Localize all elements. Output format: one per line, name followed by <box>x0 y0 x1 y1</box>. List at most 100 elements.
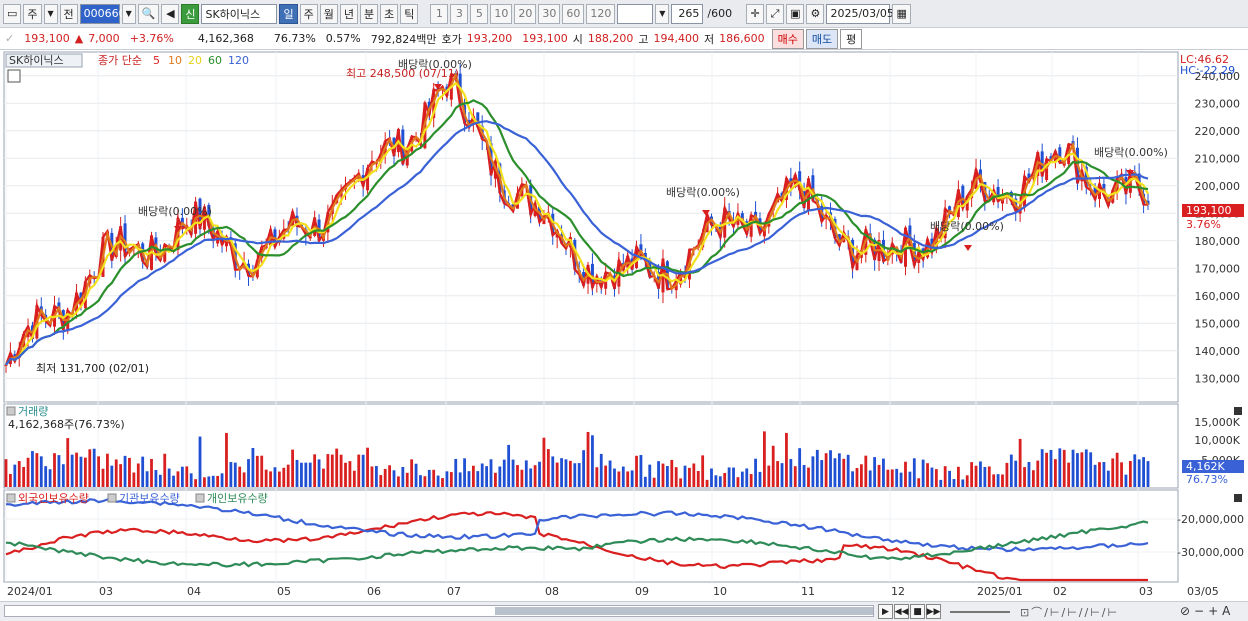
turnover: 0.57% <box>325 32 361 45</box>
trade-amount: 792,824백만 <box>370 32 437 46</box>
forward-icon[interactable]: ▶▶ <box>926 604 941 619</box>
draw-icon[interactable]: ⤢ <box>766 3 785 24</box>
volume-bar <box>1058 448 1062 487</box>
new-button[interactable]: 신 <box>181 3 200 24</box>
holdings-line-1 <box>5 498 1149 553</box>
interval-1[interactable]: 1 <box>430 3 449 24</box>
scroll-right-icon[interactable]: ▶ <box>878 604 893 619</box>
volume-bar <box>837 453 841 487</box>
volume-bar <box>657 461 660 487</box>
bid-2: 193,100 <box>522 32 568 45</box>
stop-icon[interactable]: ■ <box>910 604 925 619</box>
volume-bar <box>771 445 775 487</box>
volume-bar <box>66 438 70 487</box>
volume-bars <box>4 431 1150 487</box>
volume-bar <box>516 465 519 487</box>
interval-60[interactable]: 60 <box>562 3 585 24</box>
calendar-icon[interactable]: ▦ <box>892 3 911 24</box>
zoom-controls-icons[interactable]: ⊘−+A <box>1180 604 1235 618</box>
last-price: 193,100 <box>1186 204 1232 217</box>
volume-title: 거래량 <box>18 405 48 418</box>
price-y-tick: 160,000 <box>1195 290 1241 303</box>
interval-5[interactable]: 5 <box>470 3 489 24</box>
date-input[interactable]: 2025/03/05 <box>826 3 894 24</box>
panel-stock-name: SK하이닉스 <box>9 53 64 67</box>
period-minute[interactable]: 분 <box>359 3 379 24</box>
holdings-panel-icon[interactable] <box>6 493 16 503</box>
count-input[interactable]: 265 <box>671 3 704 24</box>
crosshair-icon[interactable]: ✛ <box>746 3 765 24</box>
volume-panel-icon[interactable] <box>6 406 16 416</box>
period-tick[interactable]: 틱 <box>400 3 419 24</box>
candle-body <box>471 116 475 125</box>
grid-toggle-icon[interactable] <box>7 69 21 83</box>
search-icon[interactable]: 🔍 <box>137 3 160 24</box>
volume-bar <box>436 475 440 487</box>
volume-bar <box>701 455 705 487</box>
interval-10[interactable]: 10 <box>490 3 513 24</box>
period-week[interactable]: 주 <box>299 3 318 24</box>
high-annotation: 최고 248,500 (07/11) <box>346 67 459 80</box>
volume-bar <box>203 477 206 487</box>
rewind-icon[interactable]: ◀◀ <box>894 604 909 619</box>
candle-body <box>798 171 802 191</box>
volume-bar <box>542 437 546 487</box>
hc-value: HC:-22.29 <box>1180 64 1235 77</box>
volume-bar <box>1049 449 1053 487</box>
volume-bar <box>489 459 493 487</box>
period-year[interactable]: 년 <box>339 3 358 24</box>
zoom-slider[interactable] <box>950 611 1010 613</box>
chevron-down-icon[interactable]: ▼ <box>43 3 58 24</box>
individual-icon <box>195 493 205 503</box>
buy-button[interactable]: 매수 <box>771 28 804 49</box>
eval-button[interactable]: 평 <box>840 28 863 49</box>
volume-close-icon[interactable] <box>1234 407 1242 415</box>
period-second[interactable]: 초 <box>380 3 399 24</box>
interval-30[interactable]: 30 <box>538 3 561 24</box>
candle-body <box>211 229 215 240</box>
window-icon[interactable]: ▭ <box>3 3 22 24</box>
interval-input[interactable] <box>617 3 654 24</box>
market-select[interactable]: 주 <box>23 3 42 24</box>
volume-bar <box>573 463 577 487</box>
volume-bar <box>39 456 43 487</box>
code-input[interactable]: 000660 <box>79 3 126 24</box>
volume-bar <box>264 469 268 487</box>
save-icon[interactable]: ▣ <box>786 3 805 24</box>
candle-body <box>595 276 599 285</box>
scrollbar-track[interactable] <box>4 605 874 617</box>
interval-20[interactable]: 20 <box>514 3 537 24</box>
holdings-close-icon[interactable] <box>1234 494 1242 502</box>
gear-icon[interactable]: ⚙ <box>806 3 825 24</box>
volume-bar <box>88 449 92 487</box>
period-day[interactable]: 일 <box>279 3 298 24</box>
volume-bar <box>1031 470 1035 487</box>
chevron-down-icon[interactable]: ▼ <box>121 3 136 24</box>
volume-bar <box>388 465 392 487</box>
volume-bar <box>776 461 780 487</box>
period-month[interactable]: 월 <box>319 3 338 24</box>
interval-120[interactable]: 120 <box>586 3 616 24</box>
volume-bar <box>97 456 100 487</box>
speaker-icon[interactable]: ◀ <box>161 3 180 24</box>
draw-tools-icons[interactable]: ⊡⌒∕⊢∕⊢∕∕⊢∕⊢ <box>1020 606 1120 619</box>
sell-button[interactable]: 매도 <box>805 28 839 49</box>
prev-button[interactable]: 전 <box>59 3 78 24</box>
dividend-note-1: 배당락(0.00%) <box>138 205 212 218</box>
volume-bar <box>251 447 255 487</box>
volume-bar <box>247 459 250 487</box>
volume-bar <box>1098 462 1101 487</box>
interval-3[interactable]: 3 <box>450 3 469 24</box>
scrollbar-thumb[interactable] <box>495 607 873 615</box>
volume-bar <box>106 453 109 487</box>
volume-bar <box>1036 460 1040 487</box>
stock-chart[interactable]: 240,000230,000220,000210,000200,000190,0… <box>0 50 1248 602</box>
stock-name: SK하이닉스 <box>201 3 278 24</box>
volume-bar <box>176 471 180 487</box>
chevron-down-icon[interactable]: ▼ <box>655 3 670 24</box>
volume-bar <box>736 477 740 487</box>
chart-area[interactable]: 240,000230,000220,000210,000200,000190,0… <box>0 50 1248 602</box>
volume-bar <box>291 449 295 487</box>
volume-bar <box>83 457 87 487</box>
volume-y-tick: 15,000K <box>1194 416 1240 429</box>
